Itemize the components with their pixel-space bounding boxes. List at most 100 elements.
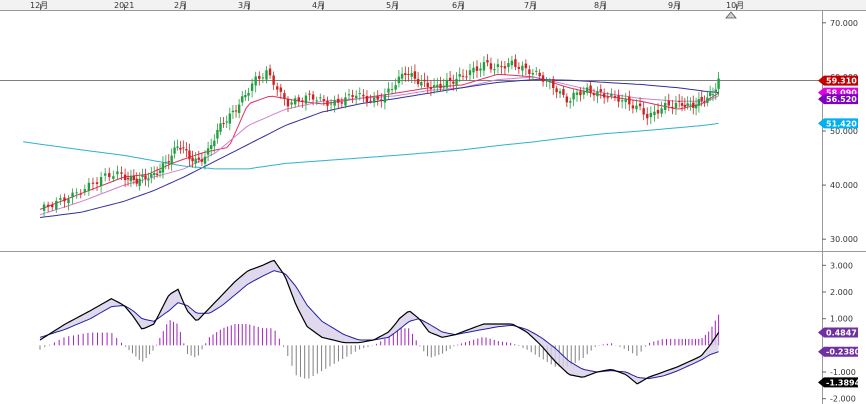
- macd-axis-tick-label: 2.000: [830, 288, 853, 297]
- candle-body: [510, 60, 514, 66]
- candle-body: [228, 113, 232, 124]
- candle-body: [59, 198, 62, 200]
- candle-body: [461, 75, 465, 77]
- candle-body: [197, 157, 200, 160]
- candle-body: [413, 71, 417, 79]
- candle-body: [362, 94, 365, 97]
- candle-body: [507, 63, 510, 68]
- macd-dea-line: [39, 270, 719, 380]
- month-label: 12月: [30, 1, 48, 10]
- candle-body: [521, 65, 524, 71]
- candle-body: [167, 161, 170, 163]
- candle-body: [517, 66, 521, 69]
- candle-body: [436, 84, 439, 88]
- ma_very_long-line: [23, 122, 719, 170]
- candle-body: [714, 89, 717, 93]
- candle-body: [569, 101, 572, 103]
- macd-tag-2-bg: [818, 377, 858, 388]
- candle-body: [545, 80, 548, 82]
- candle-body: [279, 87, 283, 92]
- candle-body: [514, 59, 517, 67]
- ma_long-line: [39, 79, 719, 218]
- candle-body: [83, 189, 87, 193]
- candle-body: [286, 99, 290, 107]
- candle-body: [191, 157, 194, 162]
- candle-body: [210, 145, 213, 149]
- candle-body: [340, 102, 344, 104]
- candle-body: [582, 90, 586, 95]
- candle-body: [455, 78, 458, 85]
- candle-body: [613, 95, 617, 97]
- candle-body: [112, 176, 115, 179]
- month-label: 2月: [174, 1, 187, 10]
- candle-body: [489, 63, 493, 70]
- candle-body: [319, 97, 322, 99]
- candle-body: [283, 93, 286, 99]
- candle-body: [528, 69, 531, 74]
- candle-body: [173, 147, 176, 154]
- candle-body: [326, 100, 329, 106]
- scroll-marker-icon[interactable]: [725, 11, 737, 19]
- macd-fill-area: [40, 260, 719, 384]
- candle-body: [689, 104, 692, 106]
- candle-body: [311, 94, 315, 100]
- current-price-tag: 59.310: [826, 77, 857, 86]
- candle-body: [394, 85, 397, 90]
- candle-body: [95, 182, 99, 184]
- candle-body: [358, 92, 361, 94]
- price-tag-2-bg: [818, 118, 858, 129]
- candle-body: [486, 60, 489, 63]
- candle-body: [200, 159, 204, 162]
- candle-body: [244, 95, 247, 98]
- candle-body: [308, 93, 311, 95]
- candle-body: [231, 110, 235, 113]
- candle-body: [400, 73, 404, 79]
- candle-body: [42, 204, 46, 211]
- candle-body: [55, 200, 58, 210]
- candle-body: [179, 147, 182, 150]
- candle-body: [297, 97, 300, 102]
- candle-body: [472, 67, 475, 73]
- candle-body: [182, 147, 185, 149]
- candle-body: [653, 111, 656, 116]
- candle-body: [531, 72, 535, 75]
- candle-body: [458, 74, 461, 77]
- candle-body: [129, 176, 133, 182]
- candle-body: [468, 70, 472, 76]
- candle-body: [674, 102, 678, 108]
- candle-body: [631, 105, 635, 109]
- candle-body: [87, 182, 91, 191]
- candle-body: [628, 96, 631, 105]
- candle-body: [51, 204, 54, 208]
- month-label: 7月: [524, 1, 537, 10]
- candle-body: [290, 102, 293, 105]
- macd-axis-tick-label: -1.000: [830, 368, 856, 377]
- candle-body: [75, 192, 78, 194]
- candle-body: [237, 104, 241, 114]
- candle-body: [383, 94, 387, 103]
- candle-body: [372, 97, 376, 103]
- candle-body: [442, 85, 445, 88]
- candle-body: [404, 73, 407, 76]
- month-label: 10月: [726, 1, 744, 10]
- candle-body: [572, 92, 575, 100]
- candle-body: [322, 99, 326, 101]
- candle-body: [390, 88, 394, 90]
- candle-body: [144, 175, 147, 179]
- current-price-tag-bg: [818, 75, 858, 86]
- candle-body: [258, 75, 261, 79]
- macd-tag-1-bg: [818, 346, 858, 357]
- candle-body: [369, 100, 372, 102]
- candle-body: [158, 170, 162, 173]
- candle-body: [225, 121, 228, 123]
- candle-body: [241, 96, 244, 103]
- candle-body: [234, 110, 238, 112]
- candle-body: [535, 70, 538, 72]
- candle-body: [692, 102, 695, 108]
- candle-body: [475, 66, 479, 71]
- candle-body: [132, 175, 136, 180]
- candle-body: [638, 103, 642, 107]
- candle-body: [589, 85, 592, 93]
- month-label: 4月: [312, 1, 325, 10]
- candle-body: [329, 103, 333, 105]
